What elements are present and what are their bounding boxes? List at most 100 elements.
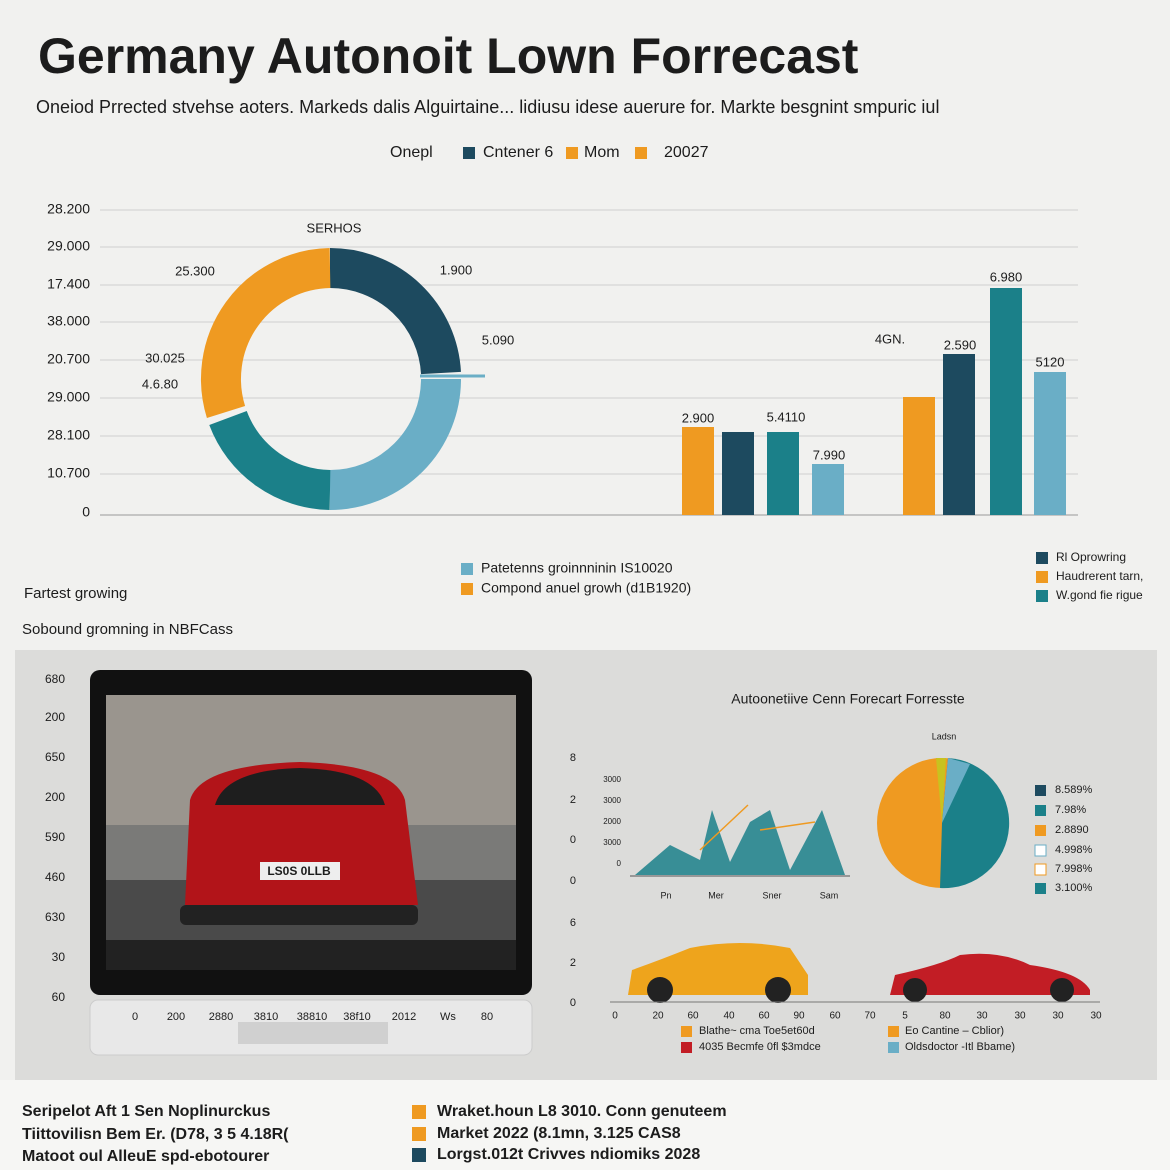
x-tick-label: Mer [708,890,724,900]
panel-title: Autoonetiive Cenn Forecart Forresste [731,691,965,707]
legend-entry: Compond anuel growh (d1B1920) [481,580,691,596]
legend-entry: 8.589% [1055,784,1093,796]
x-tick-label: 80 [939,1011,951,1022]
y-tick-label: 60 [52,990,66,1004]
legend-entry: 20027 [664,144,709,161]
footer-legend: Lorgst.012t Crivves ndiomiks 2028 [437,1146,700,1163]
y-tick-label: 20.700 [47,351,90,367]
y-tick-label: 3000 [603,796,621,805]
legend-entry: Onepl [390,144,433,161]
y-tick-label: 3000 [603,775,621,784]
y-tick-label: 17.400 [47,276,90,292]
bar-label: 5120 [1036,354,1065,369]
donut-label: 1.900 [440,262,473,277]
x-tick-label: 60 [687,1011,699,1022]
x-tick-label: Sner [762,890,781,900]
x-tick-label: 60 [829,1011,841,1022]
legend-entry: Rl Oprowring [1056,550,1126,564]
y-tick-label: 630 [45,910,65,924]
pie [877,758,1010,889]
bars [682,288,1066,515]
pie-legend-swatches [1034,785,1047,894]
y-tick-label: 0 [82,504,90,520]
y-tick-label: 6 [570,917,576,929]
legend-entry: Blathe~ cma Toe5et60d [699,1025,815,1037]
donut-label: 25.300 [175,263,215,278]
y-tick-label: 650 [45,750,65,764]
cars [610,943,1100,1003]
x-tick-label: 70 [864,1011,876,1022]
donut-label: 30.025 [145,350,185,365]
x-tick-label: 20 [652,1011,664,1022]
y-tick-label: 29.000 [47,238,90,254]
y-tick-label: 200 [45,710,65,724]
y-tick-label: 0 [570,997,576,1009]
y-tick-label: 3000 [603,838,621,847]
legend-entry: Patetenns groinnninin IS10020 [481,560,673,576]
x-tick-label: 30 [1014,1011,1026,1022]
x-tick-label: 2012 [392,1011,416,1023]
footer-text: Tiittovilisn Bem Er. (D78, 3 5 4.18R( [22,1126,289,1143]
legend-entry: Mom [584,144,620,161]
y-tick-label: 2 [570,957,576,969]
y-tick-label: 0 [570,875,576,887]
x-tick-label: 60 [758,1011,770,1022]
legend-entry: 3.100% [1055,882,1093,894]
legend-entry: 4035 Becmfe 0fl $3mdce [699,1041,821,1053]
license-plate: LS0S 0LLB [267,864,331,878]
x-tick-label: 3810 [254,1011,278,1023]
monitor [89,670,533,1056]
y-tick-label: 29.000 [47,389,90,405]
legend-entry: 2.8890 [1055,824,1089,836]
bar-label: 5.4110 [767,409,806,424]
y-tick-label: 38.000 [47,313,90,329]
donut-label: 4.6.80 [142,376,178,391]
legend-entry: 4.998% [1055,844,1093,856]
y-tick-label: 28.200 [47,201,90,217]
y-tick-label: 0 [617,859,622,868]
x-tick-label: 30 [1052,1011,1064,1022]
legend-swatches [461,147,1048,602]
footer-bg [0,1080,1170,1170]
donut-label: 5.090 [482,332,515,347]
x-tick-label: 38810 [297,1011,328,1023]
x-tick-label: 40 [723,1011,735,1022]
pie-title: Ladsn [932,731,957,741]
x-tick-label: 30 [976,1011,988,1022]
x-tick-label: 90 [793,1011,805,1022]
bar-label: 7.990 [813,447,846,462]
bar-label: 2.590 [944,337,977,352]
legend-entry: Cntener 6 [483,144,553,161]
y-tick-label: 0 [570,834,576,846]
y-tick-label: 590 [45,830,65,844]
x-tick-label: 0 [612,1011,618,1022]
note: Fartest growing [24,585,127,602]
y-tick-label: 2 [570,794,576,806]
x-tick-label: Ws [440,1011,456,1023]
y-tick-label: 680 [45,672,65,686]
x-tick-label: 80 [481,1011,493,1023]
y-tick-label: 28.100 [47,427,90,443]
area-chart [630,804,850,877]
x-tick-label: Pn [660,890,671,900]
y-tick-label: 2000 [603,817,621,826]
bar-label: 2.900 [682,410,715,425]
footer-legend: Market 2022 (8.1mn, 3.125 CAS8 [437,1125,681,1142]
x-tick-label: 30 [1090,1011,1102,1022]
note: Sobound gromning in NBFCass [22,621,233,638]
x-tick-label: 38f10 [343,1011,371,1023]
title: Germany Autonoit Lown Forrecast [38,28,859,84]
y-tick-label: 30 [52,950,66,964]
y-tick-label: 460 [45,870,65,884]
footer-text: Matoot oul AlleuE spd-ebotourer [22,1148,269,1165]
bar-label: 4GN. [875,331,905,346]
legend-entry: Oldsdoctor -Itl Bbame) [905,1041,1015,1053]
legend-entry: W.gond fie rigue [1056,588,1143,602]
legend-entry: 7.98% [1055,804,1086,816]
y-tick-label: 8 [570,752,576,764]
bar-label: 6.980 [990,269,1023,284]
donut-label: SERHOS [307,220,362,235]
x-tick-label: 2880 [209,1011,233,1023]
